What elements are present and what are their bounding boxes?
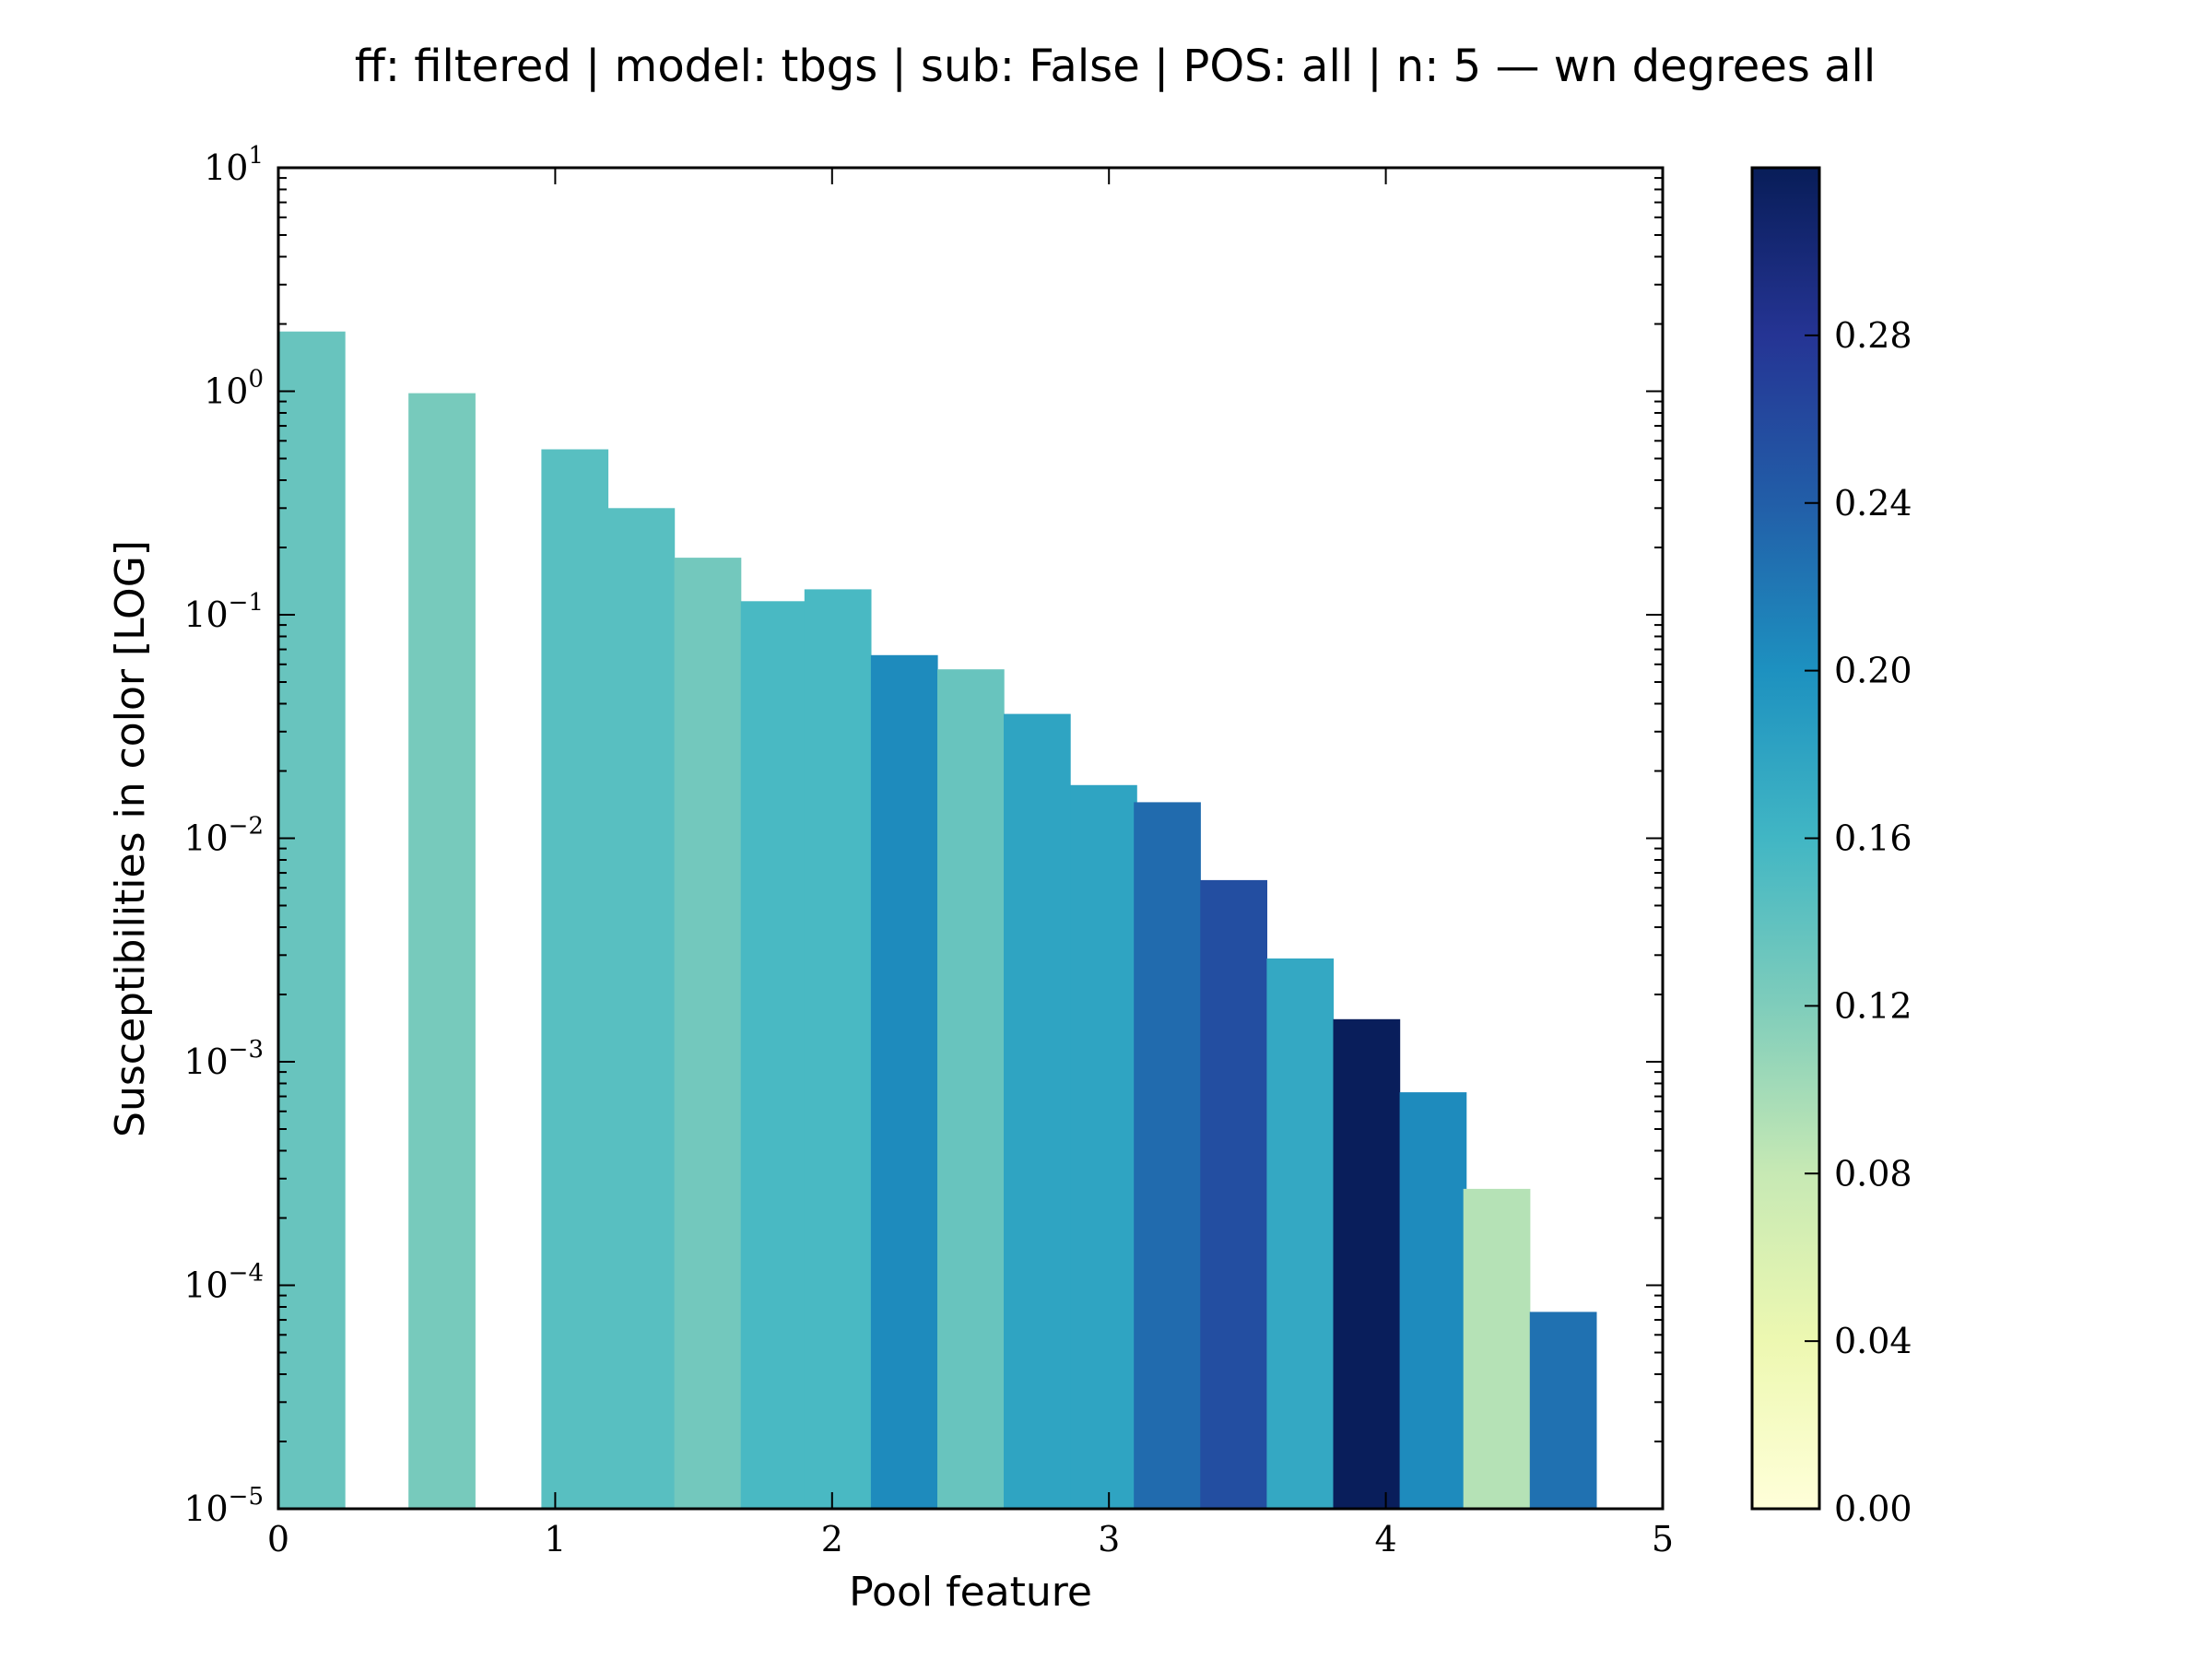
colorbar-ticks: 0.00 0.04 0.08 0.12 0.16 0.20 0.24 0.28 [1805, 315, 1912, 1529]
y-tick-label: 10−2 [183, 813, 264, 859]
colorbar-tick-label: 0.04 [1834, 1321, 1912, 1361]
x-tick-label: 1 [544, 1519, 566, 1559]
bar-2 [541, 449, 609, 1509]
bar-7 [870, 654, 938, 1509]
y-tick-base: 10 [204, 371, 248, 412]
colorbar-tick-label: 0.08 [1834, 1153, 1912, 1194]
bar-17 [1529, 1312, 1597, 1509]
y-tick-exponent: −2 [229, 813, 264, 841]
bar-5 [740, 601, 808, 1509]
y-tick-exponent: −1 [229, 589, 264, 617]
colorbar-tick-label: 0.28 [1834, 315, 1912, 356]
bar-series [278, 331, 1597, 1510]
y-tick-exponent: −4 [229, 1260, 264, 1288]
colorbar: 0.00 0.04 0.08 0.12 0.16 0.20 0.24 0.28 [1750, 166, 1912, 1529]
bar-13 [1266, 958, 1335, 1509]
colorbar-frame [1750, 166, 1821, 1511]
y-tick-base: 10 [183, 1041, 228, 1082]
colorbar-tick-label: 0.20 [1834, 651, 1912, 691]
x-axis-label: Pool feature [849, 1569, 1092, 1616]
bar-11 [1134, 802, 1201, 1509]
x-tick-label: 4 [1375, 1519, 1397, 1559]
bar-15 [1399, 1092, 1467, 1509]
y-tick-label: 100 [204, 366, 264, 412]
x-tick-label: 3 [1098, 1519, 1120, 1559]
bar-8 [937, 669, 1005, 1509]
y-tick-base: 10 [204, 147, 248, 188]
bar-0 [278, 331, 346, 1510]
y-tick-label: 10−3 [183, 1036, 264, 1082]
y-tick-base: 10 [183, 1265, 228, 1306]
y-tick-base: 10 [183, 594, 228, 635]
y-tick-label: 10−5 [183, 1483, 264, 1529]
y-axis-label: Susceptibilities in color [LOG] [107, 540, 154, 1137]
bar-9 [1004, 713, 1071, 1509]
y-tick-exponent: −5 [229, 1483, 264, 1511]
x-tick-label: 2 [821, 1519, 843, 1559]
y-tick-base: 10 [183, 818, 228, 859]
bar-14 [1333, 1018, 1401, 1509]
colorbar-tick-label: 0.00 [1834, 1488, 1912, 1529]
x-tick-label: 0 [267, 1519, 289, 1559]
bar-1 [408, 393, 476, 1510]
x-ticks: 0 1 2 3 4 5 [267, 168, 1674, 1559]
bar-10 [1070, 784, 1137, 1509]
y-tick-exponent: 0 [248, 366, 264, 394]
y-tick-label: 10−4 [183, 1260, 264, 1306]
colorbar-tick-label: 0.16 [1834, 818, 1912, 859]
y-tick-base: 10 [183, 1488, 228, 1529]
x-tick-label: 5 [1652, 1519, 1674, 1559]
bar-3 [607, 508, 676, 1509]
colorbar-tick-label: 0.12 [1834, 985, 1912, 1026]
bar-16 [1463, 1188, 1531, 1509]
bar-4 [674, 558, 742, 1509]
plot-frame [276, 166, 1665, 1511]
y-tick-exponent: 1 [248, 142, 264, 170]
bar-6 [804, 589, 872, 1509]
chart-title: ff: filtered | model: tbgs | sub: False … [355, 41, 1876, 92]
y-tick-exponent: −3 [229, 1036, 264, 1064]
y-tick-label: 101 [204, 142, 264, 188]
bar-12 [1200, 879, 1267, 1509]
y-tick-label: 10−1 [183, 589, 264, 635]
colorbar-tick-label: 0.24 [1834, 483, 1912, 524]
